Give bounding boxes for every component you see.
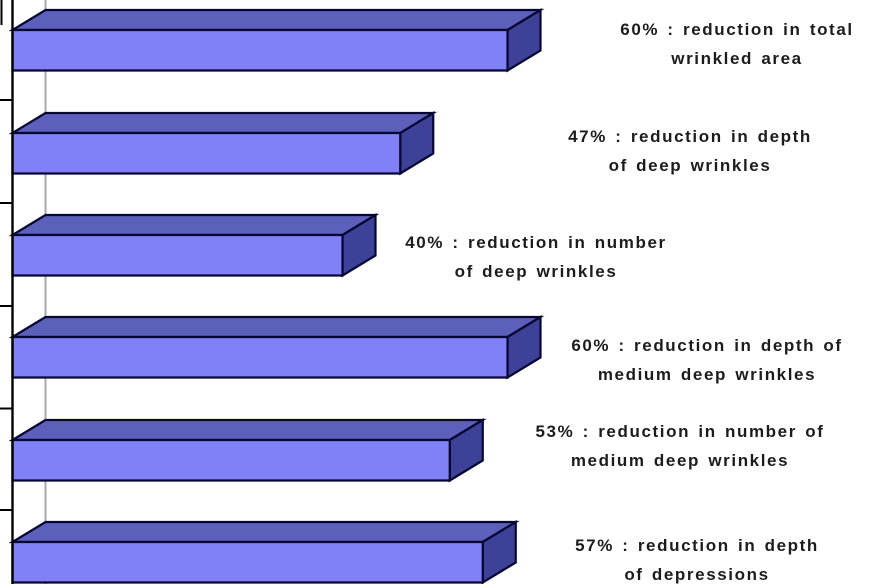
bar-front-face: [11, 540, 484, 584]
bar-front-face: [11, 28, 509, 72]
bar-label-line2: of deep wrinkles: [608, 156, 772, 175]
bar-label-line2: medium deep wrinkles: [597, 365, 817, 384]
bar-top-face: [8, 213, 380, 237]
bar-label-line1: 40% : reduction in number: [405, 233, 667, 252]
bar-row-6: [8, 520, 520, 584]
bar-row-2: [8, 111, 438, 176]
bar-label-line2: medium deep wrinkles: [570, 451, 790, 470]
bar-label-line1: 60% : reduction in total: [620, 20, 854, 39]
bar-top-face: [8, 315, 545, 339]
bar-label-line1: 57% : reduction in depth: [575, 536, 819, 555]
bar-row-4: [8, 315, 545, 380]
bar-row-1: [8, 8, 545, 73]
bar-label: 53% : reduction in number of medium deep…: [500, 417, 860, 475]
bar-label-line1: 60% : reduction in depth of: [571, 336, 843, 355]
bar-label: 60% : reduction in total wrinkled area: [557, 15, 890, 73]
bar-label: 40% : reduction in number of deep wrinkl…: [356, 228, 716, 286]
bar-label-line2: wrinkled area: [671, 49, 803, 68]
bar-label: 60% : reduction in depth of medium deep …: [527, 331, 887, 389]
bar-top-face: [8, 111, 438, 135]
bar-row-5: [8, 418, 487, 483]
bar-label-line1: 47% : reduction in depth: [568, 127, 812, 146]
bar-label: 47% : reduction in depth of deep wrinkle…: [510, 122, 870, 180]
bar-top-face: [8, 520, 520, 544]
bar-front-face: [11, 233, 344, 277]
bar-front-face: [11, 335, 509, 379]
bar-front-face: [11, 438, 451, 482]
bar-label: 57% : reduction in depth of depressions: [517, 531, 877, 584]
bar-label-line1: 53% : reduction in number of: [535, 422, 825, 441]
bar-label-line2: of depressions: [624, 565, 770, 584]
bar-top-face: [8, 8, 545, 32]
bar-label-line2: of deep wrinkles: [454, 262, 618, 281]
bar-front-face: [11, 131, 402, 175]
bar-row-3: [8, 213, 380, 278]
bar-top-face: [8, 418, 487, 442]
